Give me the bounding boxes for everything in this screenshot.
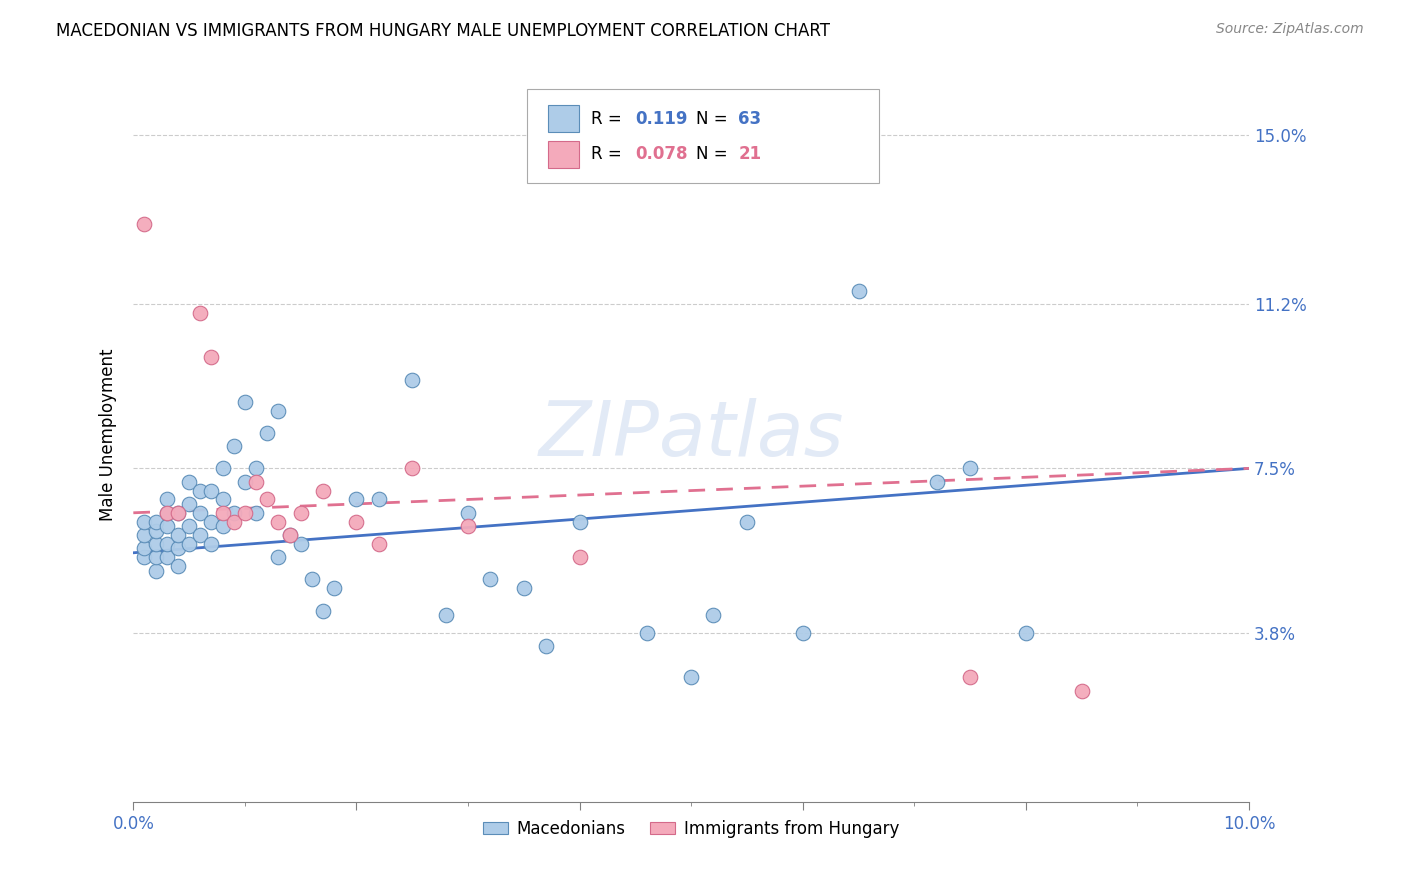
Point <box>167 541 190 556</box>
Point <box>434 607 457 622</box>
Point <box>211 461 233 475</box>
Point <box>145 515 167 529</box>
Point <box>200 515 222 529</box>
Text: 0.119: 0.119 <box>636 110 688 128</box>
Point <box>156 492 179 507</box>
Point <box>156 519 179 533</box>
Legend: Macedonians, Immigrants from Hungary: Macedonians, Immigrants from Hungary <box>477 814 905 845</box>
Point <box>401 461 423 475</box>
Point <box>267 403 290 417</box>
Point <box>245 475 267 489</box>
Point <box>156 537 179 551</box>
Point <box>188 528 211 542</box>
Point <box>200 351 222 365</box>
Point <box>200 537 222 551</box>
Point <box>256 425 278 440</box>
Point <box>200 483 222 498</box>
Point <box>145 524 167 538</box>
Point <box>513 582 536 596</box>
Point <box>312 483 335 498</box>
Point <box>179 519 201 533</box>
Point <box>222 439 245 453</box>
Point <box>167 506 190 520</box>
Point <box>278 528 301 542</box>
Point <box>233 394 256 409</box>
Point <box>290 506 312 520</box>
Point <box>534 639 557 653</box>
Point <box>479 573 502 587</box>
Point <box>681 670 703 684</box>
Point <box>301 573 323 587</box>
Point <box>134 541 156 556</box>
Point <box>245 506 267 520</box>
Point <box>156 506 179 520</box>
Point <box>188 483 211 498</box>
Text: 63: 63 <box>738 110 761 128</box>
Text: MACEDONIAN VS IMMIGRANTS FROM HUNGARY MALE UNEMPLOYMENT CORRELATION CHART: MACEDONIAN VS IMMIGRANTS FROM HUNGARY MA… <box>56 22 830 40</box>
Text: Source: ZipAtlas.com: Source: ZipAtlas.com <box>1216 22 1364 37</box>
Point <box>312 603 335 617</box>
Point <box>188 506 211 520</box>
Point <box>925 475 948 489</box>
Point <box>346 515 368 529</box>
Text: ZIPatlas: ZIPatlas <box>538 398 844 472</box>
Point <box>156 550 179 565</box>
Point <box>145 537 167 551</box>
Point <box>367 492 389 507</box>
Point <box>267 515 290 529</box>
Text: N =: N = <box>696 110 733 128</box>
Point <box>211 519 233 533</box>
Point <box>278 528 301 542</box>
Point <box>211 492 233 507</box>
Text: 21: 21 <box>738 145 761 163</box>
Point <box>367 537 389 551</box>
Point <box>735 515 758 529</box>
Point <box>188 306 211 320</box>
Point <box>179 537 201 551</box>
Text: N =: N = <box>696 145 733 163</box>
Point <box>401 372 423 386</box>
Point <box>346 492 368 507</box>
Point <box>256 492 278 507</box>
Point <box>156 506 179 520</box>
Point <box>245 461 267 475</box>
Point <box>167 506 190 520</box>
Point <box>457 519 479 533</box>
Point <box>222 506 245 520</box>
Point <box>179 497 201 511</box>
Point <box>134 217 156 231</box>
Text: R =: R = <box>591 145 627 163</box>
Point <box>145 550 167 565</box>
Point <box>959 461 981 475</box>
Point <box>167 559 190 574</box>
Point <box>134 515 156 529</box>
Point <box>134 550 156 565</box>
Text: 0.078: 0.078 <box>636 145 688 163</box>
Point <box>457 506 479 520</box>
Point <box>568 550 591 565</box>
Point <box>959 670 981 684</box>
Point <box>323 582 346 596</box>
Point <box>1070 683 1092 698</box>
Point <box>179 475 201 489</box>
Point <box>233 475 256 489</box>
Point <box>848 284 870 298</box>
Point <box>792 625 814 640</box>
Point <box>134 528 156 542</box>
Point <box>636 625 658 640</box>
Text: R =: R = <box>591 110 627 128</box>
Point <box>222 515 245 529</box>
Point <box>167 528 190 542</box>
Point <box>233 506 256 520</box>
Point <box>568 515 591 529</box>
Point <box>145 564 167 578</box>
Point <box>290 537 312 551</box>
Point <box>702 607 724 622</box>
Point <box>1015 625 1038 640</box>
Point <box>267 550 290 565</box>
Point <box>211 506 233 520</box>
Y-axis label: Male Unemployment: Male Unemployment <box>100 349 117 521</box>
